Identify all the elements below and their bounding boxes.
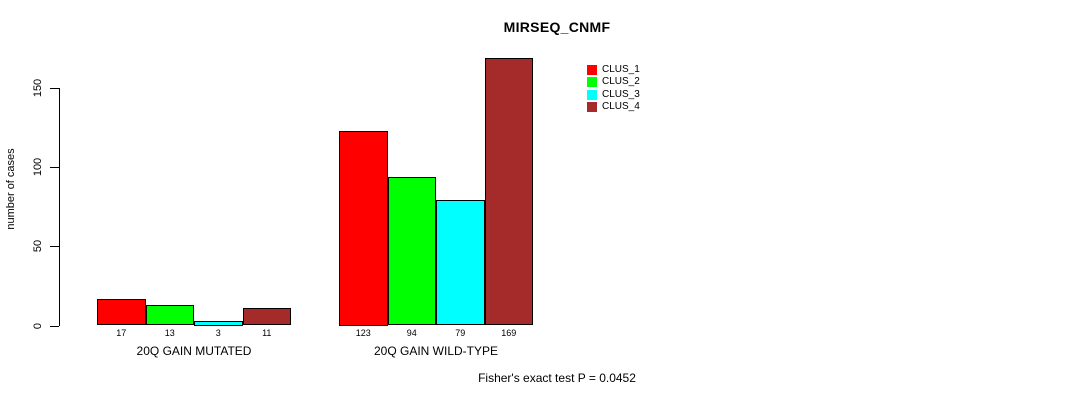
bar-clus_4-group2 — [484, 57, 533, 326]
bar-clus_1-group2 — [339, 130, 388, 326]
legend-label-clus_1: CLUS_1 — [602, 64, 640, 75]
bar-value-label: 11 — [262, 328, 272, 338]
bar-value-label: 79 — [455, 328, 466, 338]
legend-label-clus_3: CLUS_3 — [602, 88, 640, 100]
y-axis-tick — [50, 325, 59, 327]
bar-value-label: 13 — [164, 328, 175, 338]
bar-clus_4-group1 — [242, 308, 291, 326]
legend-swatch-clus_1 — [587, 65, 597, 75]
y-axis-tick-label: 50 — [32, 240, 44, 253]
bar-value-label: 123 — [355, 328, 371, 338]
y-axis-tick — [50, 88, 59, 89]
y-axis-line — [59, 88, 60, 326]
y-axis-tick — [50, 167, 59, 169]
y-axis-tick-label: 0 — [32, 322, 44, 329]
legend-label-clus_2: CLUS_2 — [602, 76, 640, 88]
chart-title: MIRSEQ_CNMF — [503, 19, 611, 35]
x-group-label: 20Q GAIN WILD-TYPE — [373, 344, 499, 358]
bar-value-label: 3 — [215, 328, 221, 338]
y-axis-tick-label: 150 — [32, 78, 44, 98]
bar-value-label: 17 — [116, 328, 127, 338]
bar-value-label: 169 — [501, 328, 517, 338]
legend-swatch-clus_2 — [587, 77, 597, 88]
legend-swatch-clus_4 — [587, 102, 597, 113]
x-group-label: 20Q GAIN MUTATED — [136, 344, 252, 358]
y-axis-tick-label: 100 — [32, 157, 44, 177]
bar-clus_2-group1 — [145, 304, 194, 326]
bar-clus_3-group2 — [436, 200, 485, 326]
bar-value-label: 94 — [406, 328, 417, 338]
bar-clus_3-group1 — [194, 320, 243, 326]
bar-clus_1-group1 — [97, 298, 146, 326]
y-axis-title: number of cases — [5, 148, 17, 230]
y-axis-tick — [50, 246, 59, 248]
caption-fisher-test: Fisher's exact test P = 0.0452 — [478, 371, 636, 385]
bar-clus_2-group2 — [387, 176, 436, 326]
legend-label-clus_4: CLUS_4 — [602, 101, 640, 113]
legend-swatch-clus_3 — [587, 89, 597, 100]
